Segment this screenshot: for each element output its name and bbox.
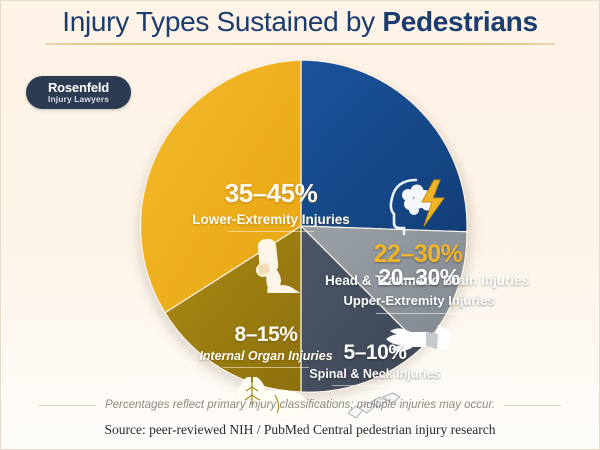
slice-spinal-neck [300, 224, 424, 393]
label-rule [332, 385, 418, 386]
bandaged-arm-icon [386, 324, 452, 352]
footnote-text: Percentages reflect primary injury class… [104, 399, 496, 411]
slice-pct-lower-extremity: 35–45% [224, 178, 318, 208]
label-rule [228, 231, 314, 233]
label-rule [223, 367, 309, 368]
page-title-light: Injury Types Sustained by [62, 6, 383, 37]
title-divider [45, 43, 555, 45]
slice-head-traumatic-brain [300, 59, 468, 233]
slice-pct-upper-extremity: 20–30% [378, 264, 460, 290]
slice-label-spinal-neck: 5–10% Spinal & Neck Injuries [299, 342, 451, 423]
head-brain-icon [389, 178, 445, 236]
pie-chart: 35–45% Lower-Extremity Injuries [133, 58, 529, 419]
leg-knee-shoe-icon [256, 238, 300, 294]
slice-name-spinal-neck: Spinal & Neck Injuries [309, 367, 441, 381]
brand-name: Rosenfeld [47, 79, 110, 95]
footnote-rule-left [39, 404, 96, 406]
slice-name-upper-extremity: Upper-Extremity Injuries [343, 293, 495, 308]
slice-label-upper-extremity: 20–30% Upper-Extremity Injuries [331, 266, 507, 359]
slice-pct-spinal-neck: 5–10% [343, 341, 407, 364]
lungs-liver-icon [236, 377, 306, 418]
footnote-rule-right [504, 404, 562, 406]
brand-tagline: Injury Lawyers [48, 93, 109, 104]
slice-label-internal-organ: 8–15% Internal Organ Injuries [173, 324, 359, 421]
slice-label-head-traumatic-brain: 22–30% Head & Traumatic Brain Injuries [325, 176, 530, 288]
slice-name-internal-organ: Internal Organ Injuries [199, 349, 333, 363]
label-rule [376, 312, 462, 314]
page-title-bold: Pedestrians [382, 6, 538, 37]
slice-name-head-traumatic-brain: Head & Traumatic Brain Injuries [325, 273, 530, 288]
slice-pct-internal-organ: 8–15% [234, 323, 298, 346]
slice-name-lower-extremity: Lower-Extremity Injuries [192, 212, 350, 227]
brand-logo-badge: Rosenfeld Injury Lawyers [26, 76, 131, 109]
source-text: Source: peer-reviewed NIH / PubMed Centr… [104, 422, 496, 437]
spine-vertebrae-icon [347, 392, 401, 419]
slice-pct-head-traumatic-brain: 22–30% [373, 240, 463, 268]
page-title: Injury Types Sustained by Pedestrians [1, 6, 599, 38]
footnote: Percentages reflect primary injury class… [39, 399, 562, 411]
slice-label-lower-extremity: 35–45% Lower-Extremity Injuries [173, 178, 369, 294]
